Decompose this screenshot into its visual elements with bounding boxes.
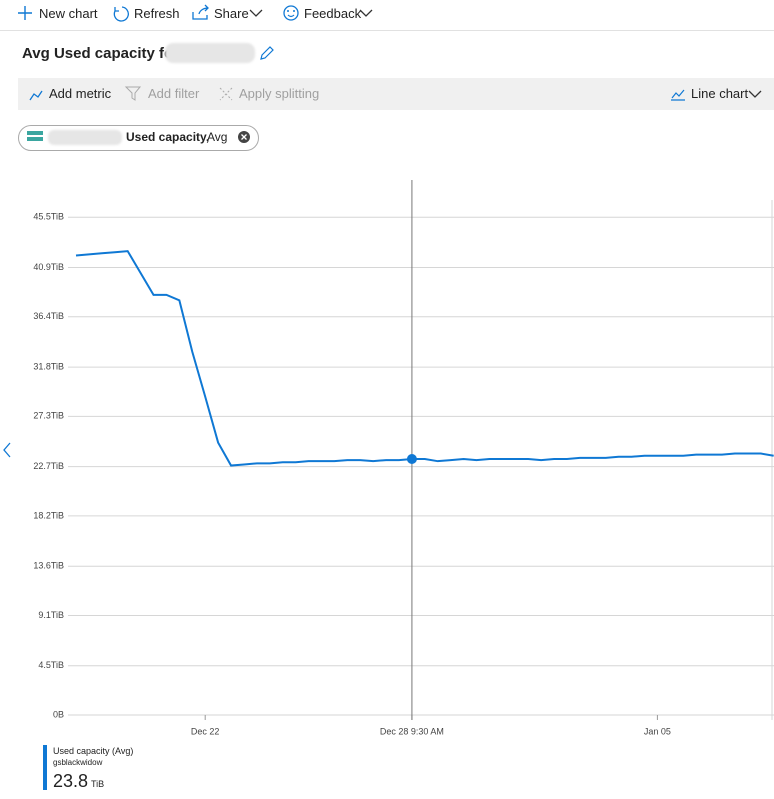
y-tick-label: 36.4TiB [33,311,64,321]
refresh-icon [113,6,129,22]
y-tick-label: 4.5TiB [38,660,64,670]
redacted-name [165,43,255,63]
line-chart-icon [671,89,685,101]
plus-icon [18,6,32,20]
legend-swatch [43,745,47,790]
edit-icon[interactable] [258,44,276,62]
pill-aggregation: Avg [207,130,228,144]
legend-resource: gsblackwidow [53,758,103,767]
legend-value: 23.8 [53,771,89,791]
apply-splitting-button[interactable]: Apply splitting [239,86,320,101]
y-tick-label: 45.5TiB [33,212,64,222]
legend-unit: TiB [91,779,105,789]
chart-type-selector[interactable]: Line chart [691,86,749,101]
feedback-icon [283,5,299,21]
icon-part [27,137,43,141]
y-tick-label: 22.7TiB [33,461,64,471]
split-icon [219,87,233,101]
y-tick-label: 0B [53,709,64,719]
add-metric-icon [29,90,43,101]
chevron [748,90,762,98]
feedback-mouth [287,14,295,18]
feedback-button[interactable]: Feedback [304,6,362,21]
previous-arrow [3,442,11,458]
chart-title: Avg Used capacity for [22,45,179,62]
chevron [249,9,263,17]
remove-metric[interactable] [237,130,251,144]
pencil [260,46,274,60]
chevron [359,9,373,17]
toolbar-icons [0,4,774,31]
metric-bar-icons [29,86,762,101]
x-tick-label: Dec 28 9:30 AM [380,726,444,736]
x-tick-label: Dec 22 [191,726,220,736]
refresh-button[interactable]: Refresh [134,6,180,21]
metric-pill[interactable] [18,125,259,151]
close-x [241,134,247,140]
pill-metric: Used capacity, [126,130,210,144]
storage-icon [27,131,43,141]
y-tick-label: 9.1TiB [38,610,64,620]
redacted-resource [48,130,122,145]
y-tick-label: 31.8TiB [33,361,64,371]
y-tick-label: 40.9TiB [33,262,64,272]
add-filter-button[interactable]: Add filter [148,86,200,101]
y-tick-label: 27.3TiB [33,411,64,421]
legend-series-name: Used capacity (Avg) [53,746,134,756]
add-metric-button[interactable]: Add metric [49,86,112,101]
y-tick-label: 18.2TiB [33,510,64,520]
y-tick-label: 13.6TiB [33,561,64,571]
series-line [75,250,774,467]
share-button[interactable]: Share [214,6,249,21]
metric-bar [18,78,774,110]
x-tick-label: Jan 05 [644,726,671,736]
filter-icon [124,86,142,101]
crosshair-point [406,453,417,464]
icon-part [27,131,43,135]
share-icon [192,4,209,20]
new-chart-button[interactable]: New chart [39,6,98,21]
